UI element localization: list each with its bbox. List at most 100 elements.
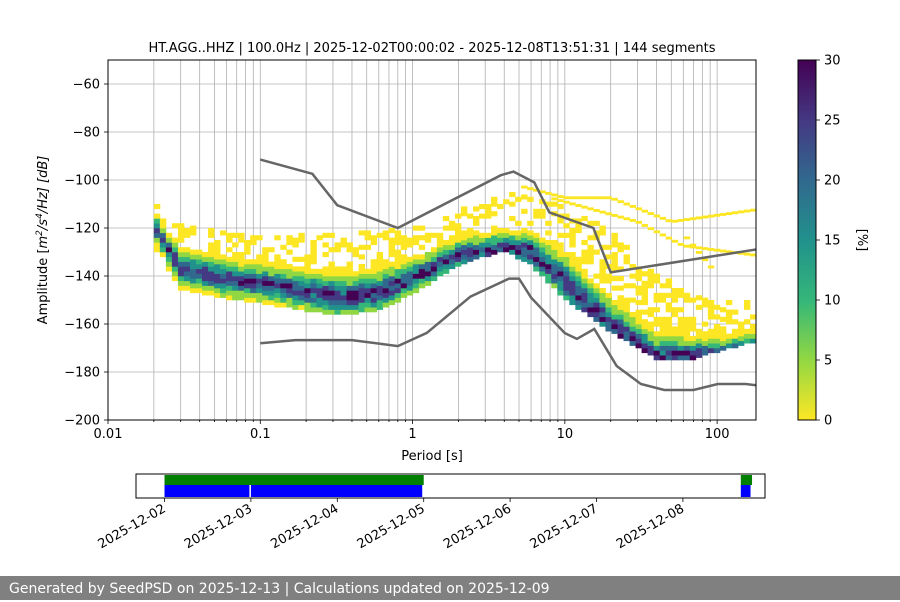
y-tick-label: −120: [64, 222, 100, 237]
psd-cell: [177, 285, 185, 291]
psd-cell: [569, 285, 576, 291]
psd-cell: [731, 343, 739, 349]
psd-cell: [611, 324, 618, 330]
psd-cell: [479, 204, 486, 210]
psd-cell: [659, 292, 667, 298]
psd-cell: [304, 278, 311, 284]
psd-cell: [599, 225, 606, 231]
psd-cell: [563, 223, 570, 229]
psd-cell: [629, 331, 636, 337]
psd-cell: [298, 256, 305, 262]
timeline-date-label: 2025-12-02: [96, 501, 169, 552]
psd-cell: [485, 204, 492, 210]
psd-cell: [250, 283, 257, 289]
psd-cell: [394, 240, 402, 246]
psd-cell: [424, 252, 432, 258]
psd-cell: [268, 276, 275, 282]
psd-cell: [641, 309, 649, 315]
psd-cell: [593, 249, 600, 255]
psd-cell: [551, 240, 558, 246]
psd-cell: [165, 242, 173, 248]
psd-cell: [436, 237, 444, 243]
psd-cell: [713, 324, 721, 330]
psd-cell: [623, 312, 630, 318]
psd-cell: [412, 225, 420, 231]
psd-cell: [214, 244, 221, 250]
psd-cell: [623, 283, 630, 289]
psd-cell: [159, 223, 167, 229]
psd-cell: [316, 302, 323, 308]
psd-cell: [388, 280, 396, 286]
psd-cell: [557, 290, 564, 296]
psd-cell: [177, 237, 185, 243]
psd-cell: [593, 196, 600, 200]
psd-cell: [575, 300, 582, 306]
psd-cell: [208, 280, 215, 286]
psd-cell: [569, 237, 576, 243]
timeline-date-label: 2025-12-08: [614, 501, 687, 552]
psd-cell: [623, 297, 630, 303]
psd-cell: [244, 264, 251, 270]
timeline-date-ticks: 2025-12-02 2025-12-03 2025-12-04 2025-12-05…: [96, 498, 687, 552]
psd-cell: [328, 295, 335, 301]
psd-cell: [376, 300, 384, 306]
psd-cell: [545, 278, 552, 284]
psd-cell: [370, 273, 378, 279]
psd-cell: [599, 288, 606, 294]
psd-cell: [286, 264, 293, 270]
psd-cell: [563, 232, 570, 238]
colorbar-tick-label: 30: [824, 54, 841, 69]
psd-cell: [202, 285, 209, 291]
psd-cell: [202, 256, 209, 262]
psd-cell: [454, 223, 462, 229]
psd-cell: [388, 276, 396, 282]
psd-cell: [671, 350, 679, 356]
psd-cell: [177, 252, 185, 258]
psd-cell: [749, 338, 756, 344]
psd-cell: [406, 261, 414, 267]
psd-cell: [587, 220, 594, 226]
psd-cell: [298, 280, 305, 286]
psd-cell: [364, 235, 372, 241]
psd-cell: [635, 328, 642, 334]
psd-cell: [472, 216, 480, 222]
psd-cell: [189, 283, 197, 289]
psd-cell: [653, 350, 661, 356]
psd-cell: [575, 228, 582, 234]
psd-cell: [226, 280, 233, 286]
psd-cell: [497, 204, 504, 210]
psd-cell: [286, 235, 293, 241]
psd-cell: [310, 283, 317, 289]
psd-cell: [412, 254, 420, 260]
psd-cell: [232, 271, 239, 277]
psd-cell: [352, 290, 359, 296]
psd-cell: [454, 256, 462, 262]
psd-cell: [533, 252, 540, 258]
psd-cell: [376, 276, 384, 282]
psd-cell: [503, 228, 510, 234]
psd-cell: [304, 268, 311, 274]
psd-cell: [611, 285, 618, 291]
psd-cell: [292, 300, 299, 306]
psd-cell: [677, 321, 685, 327]
psd-cell: [334, 290, 341, 296]
psd-cell: [418, 225, 426, 231]
psd-cell: [340, 285, 347, 291]
psd-cell: [448, 220, 456, 226]
colorbar-tick-label: 25: [824, 114, 841, 129]
psd-cell: [153, 232, 161, 238]
psd-cell: [647, 326, 655, 332]
psd-cell: [418, 273, 426, 279]
psd-cell: [617, 328, 624, 334]
psd-cell: [472, 244, 480, 250]
x-tick-label: 100: [705, 427, 730, 442]
psd-cell: [665, 292, 673, 298]
psd-cell: [701, 331, 709, 337]
psd-cell: [214, 259, 221, 265]
psd-cell: [262, 271, 269, 277]
psd-cell: [153, 228, 161, 234]
psd-cell: [202, 276, 209, 282]
psd-cell: [274, 264, 281, 270]
psd-cell: [448, 225, 456, 231]
